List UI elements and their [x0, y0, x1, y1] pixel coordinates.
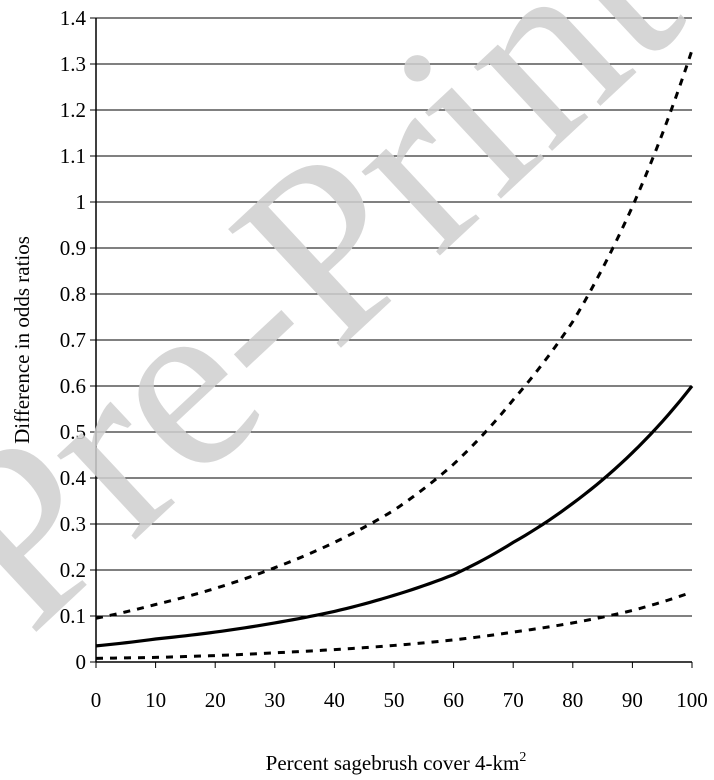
x-tick-label: 10	[145, 688, 166, 712]
x-axis-title-main: Percent sagebrush cover 4-km	[266, 751, 520, 775]
axis-titles: Difference in odds ratios Percent sagebr…	[10, 236, 526, 775]
x-tick-label: 40	[324, 688, 345, 712]
y-tick-label: 0.4	[60, 466, 87, 490]
y-tick-label: 1.2	[60, 98, 86, 122]
y-tick-label: 0.8	[60, 282, 86, 306]
x-tick-label: 70	[503, 688, 524, 712]
y-tick-label: 0.9	[60, 236, 86, 260]
watermark-text: Pre-Print	[0, 0, 714, 678]
y-tick-label: 0.5	[60, 420, 86, 444]
y-tick-label: 1.3	[60, 52, 86, 76]
series-line-dashed-0	[95, 49, 694, 620]
x-axis-title-superscript: 2	[519, 750, 526, 765]
x-tick-label: 30	[264, 688, 285, 712]
y-axis-title: Difference in odds ratios	[10, 236, 34, 444]
y-tick-label: 0.3	[60, 512, 86, 536]
series-line-dashed-2	[95, 590, 693, 660]
y-tick-label: 1	[76, 190, 87, 214]
x-tick-label: 80	[562, 688, 583, 712]
x-tick-label: 50	[384, 688, 405, 712]
series-layer	[95, 49, 694, 660]
x-tick-label: 0	[91, 688, 102, 712]
axes	[90, 17, 693, 668]
watermark: Pre-Print	[0, 0, 714, 678]
x-tick-label: 60	[443, 688, 464, 712]
y-tick-label: 0.7	[60, 328, 86, 352]
tick-labels: 0 0.1 0.2 0.3 0.4 0.5 0.6 0.7 0.8 0.9 1 1.1 1.2 1.3 1.…	[60, 6, 708, 712]
x-tick-label: 20	[205, 688, 226, 712]
y-tick-label: 1.1	[60, 144, 86, 168]
y-tick-label: 0.2	[60, 558, 86, 582]
series-line-solid	[95, 385, 694, 648]
x-axis-title: Percent sagebrush cover 4-km2	[266, 750, 527, 775]
x-tick-label: 100	[676, 688, 708, 712]
gridlines	[96, 17, 692, 617]
y-tick-label: 0.1	[60, 604, 86, 628]
x-tick-label: 90	[622, 688, 643, 712]
y-tick-label: 0.6	[60, 374, 86, 398]
y-tick-label: 1.4	[60, 6, 87, 30]
y-tick-label: 0	[76, 650, 87, 674]
